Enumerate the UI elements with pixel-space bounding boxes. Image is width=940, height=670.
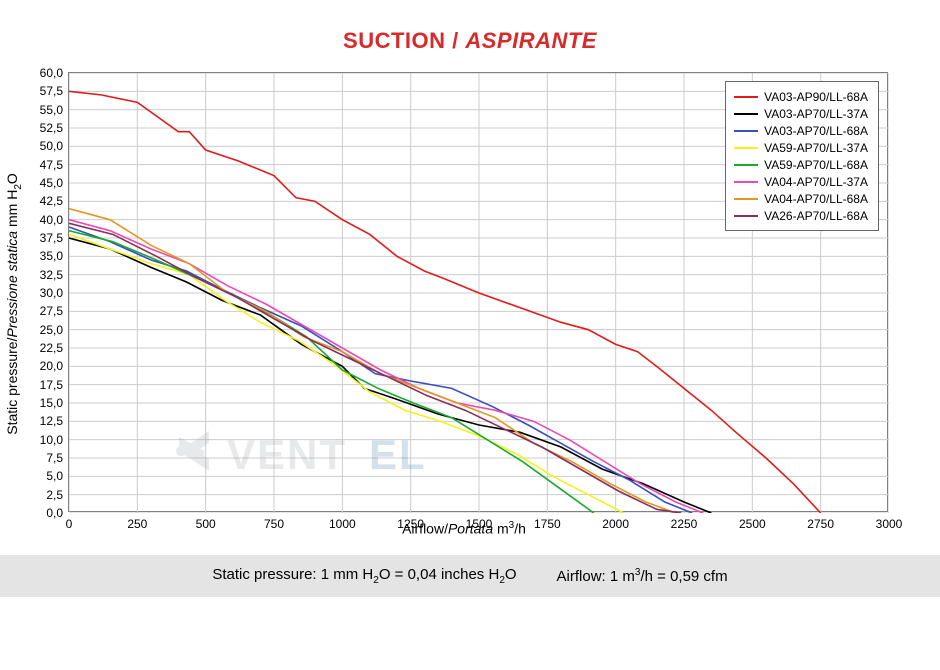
y-tick-label: 30,0: [40, 286, 63, 300]
legend-item: VA59-AP70/LL-68A: [734, 156, 868, 173]
y-tick-label: 5,0: [46, 469, 63, 483]
footer-bar: Static pressure: 1 mm H2O = 0,04 inches …: [0, 555, 940, 597]
x-tick-label: 1500: [466, 517, 493, 531]
footer-pressure: Static pressure: 1 mm H2O = 0,04 inches …: [212, 566, 516, 586]
x-tick-label: 250: [127, 517, 147, 531]
series-line: [69, 231, 594, 513]
x-tick-label: 1250: [397, 517, 424, 531]
y-tick-label: 45,0: [40, 176, 63, 190]
y-tick-label: 52,5: [40, 121, 63, 135]
y-tick-label: 60,0: [40, 66, 63, 80]
legend-swatch: [734, 147, 758, 149]
legend-label: VA04-AP70/LL-68A: [764, 192, 868, 206]
x-tick-label: 2500: [739, 517, 766, 531]
y-tick-label: 40,0: [40, 213, 63, 227]
x-tick-label: 3000: [876, 517, 903, 531]
legend-swatch: [734, 181, 758, 183]
y-tick-label: 32,5: [40, 268, 63, 282]
x-tick-label: 1000: [329, 517, 356, 531]
y-axis-label: Static pressure/Pressione statica mm H2O: [4, 174, 24, 436]
y-tick-label: 2,5: [46, 488, 63, 502]
legend-item: VA26-AP70/LL-68A: [734, 207, 868, 224]
y-tick-label: 20,0: [40, 359, 63, 373]
y-tick-label: 7,5: [46, 451, 63, 465]
chart-title-it: ASPIRANTE: [465, 28, 597, 53]
legend: VA03-AP90/LL-68A VA03-AP70/LL-37A VA03-AP7…: [725, 81, 879, 231]
x-tick-label: 0: [66, 517, 73, 531]
y-tick-label: 27,5: [40, 304, 63, 318]
legend-swatch: [734, 130, 758, 132]
x-tick-label: 750: [264, 517, 284, 531]
legend-label: VA03-AP70/LL-37A: [764, 107, 868, 121]
legend-swatch: [734, 96, 758, 98]
y-tick-label: 35,0: [40, 249, 63, 263]
chart-area: Static pressure/Pressione statica mm H2O…: [24, 72, 904, 537]
y-tick-label: 22,5: [40, 341, 63, 355]
y-tick-label: 10,0: [40, 433, 63, 447]
y-tick-label: 55,0: [40, 103, 63, 117]
legend-item: VA04-AP70/LL-68A: [734, 190, 868, 207]
series-line: [69, 209, 676, 513]
footer-airflow: Airflow: 1 m3/h = 0,59 cfm: [557, 567, 728, 585]
x-axis-label: Airflow/Portata m3/h: [24, 520, 904, 537]
y-tick-label: 12,5: [40, 414, 63, 428]
plot-region: VENT EL VA03-AP90/LL-68AVA03-AP70/LL-37A…: [68, 72, 888, 512]
legend-item: VA03-AP70/LL-37A: [734, 105, 868, 122]
legend-label: VA04-AP70/LL-37A: [764, 175, 868, 189]
y-tick-label: 57,5: [40, 84, 63, 98]
x-tick-label: 1750: [534, 517, 561, 531]
x-tick-label: 500: [196, 517, 216, 531]
chart-title: SUCTION / ASPIRANTE: [0, 0, 940, 72]
y-tick-label: 17,5: [40, 378, 63, 392]
legend-label: VA03-AP90/LL-68A: [764, 90, 868, 104]
legend-swatch: [734, 113, 758, 115]
x-tick-label: 2250: [671, 517, 698, 531]
series-line: [69, 234, 624, 513]
y-tick-label: 50,0: [40, 139, 63, 153]
legend-swatch: [734, 198, 758, 200]
legend-label: VA59-AP70/LL-37A: [764, 141, 868, 155]
y-tick-label: 0,0: [46, 506, 63, 520]
y-tick-label: 42,5: [40, 194, 63, 208]
x-tick-label: 2000: [602, 517, 629, 531]
legend-item: VA03-AP90/LL-68A: [734, 88, 868, 105]
y-tick-label: 15,0: [40, 396, 63, 410]
y-tick-label: 47,5: [40, 158, 63, 172]
legend-item: VA04-AP70/LL-37A: [734, 173, 868, 190]
legend-item: VA59-AP70/LL-37A: [734, 139, 868, 156]
legend-label: VA03-AP70/LL-68A: [764, 124, 868, 138]
legend-item: VA03-AP70/LL-68A: [734, 122, 868, 139]
x-tick-label: 2750: [807, 517, 834, 531]
legend-swatch: [734, 215, 758, 217]
series-line: [69, 91, 821, 513]
legend-label: VA59-AP70/LL-68A: [764, 158, 868, 172]
y-tick-label: 25,0: [40, 323, 63, 337]
legend-label: VA26-AP70/LL-68A: [764, 209, 868, 223]
chart-title-en: SUCTION: [343, 28, 446, 53]
y-tick-label: 37,5: [40, 231, 63, 245]
legend-swatch: [734, 164, 758, 166]
